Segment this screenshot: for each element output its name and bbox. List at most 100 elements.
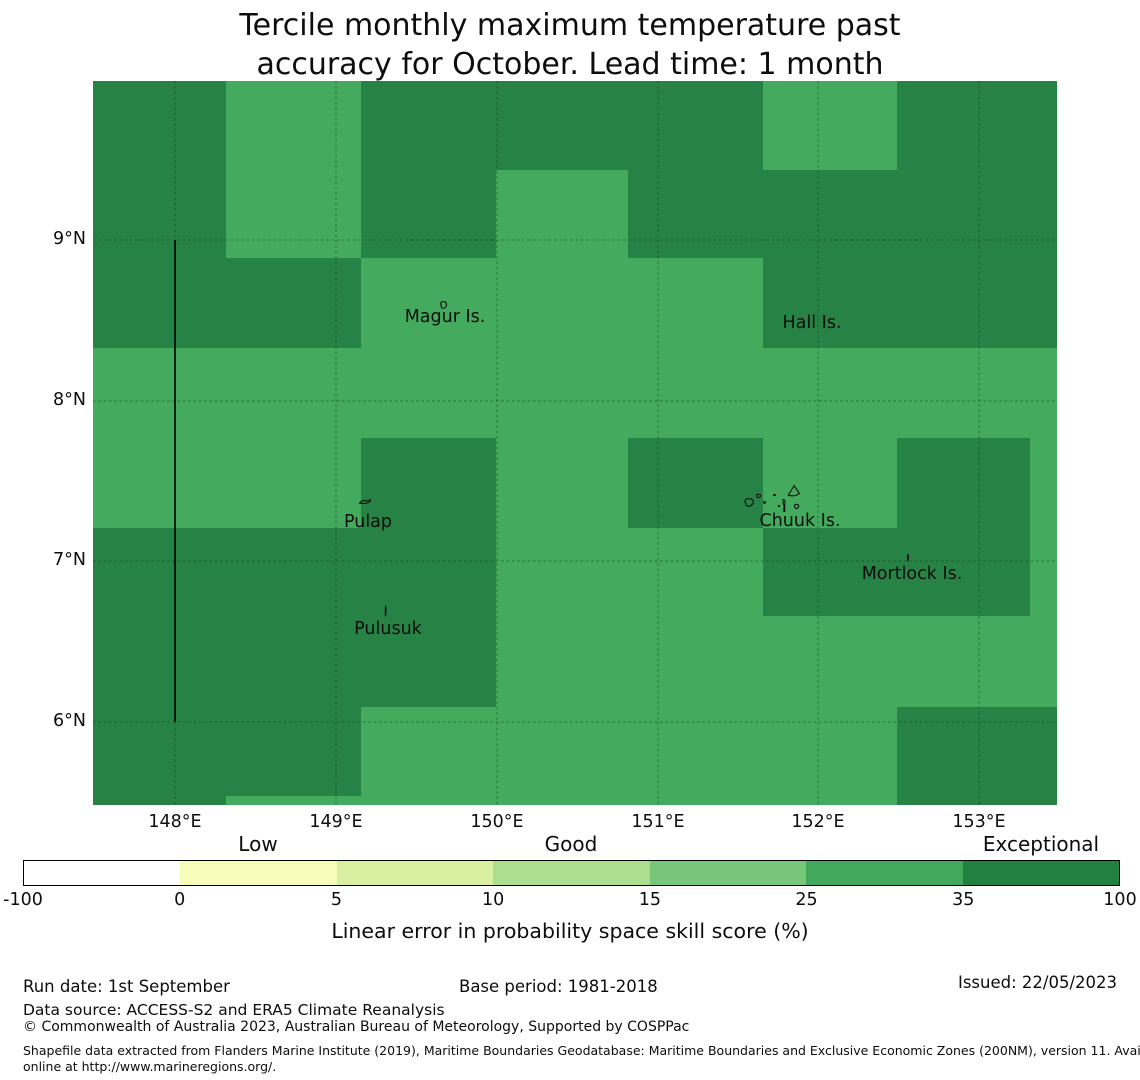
map-cell (628, 796, 763, 805)
map-cell (361, 796, 496, 805)
island-glyph (360, 500, 371, 504)
map-cell (93, 528, 226, 616)
map-cell (1030, 81, 1057, 170)
y-tick-label: 9°N (53, 229, 86, 249)
colorbar-tick-label: 25 (795, 890, 818, 910)
island-glyph (745, 499, 754, 507)
island-label: Magur Is. (404, 307, 486, 327)
map-cell (897, 796, 1030, 805)
x-tick-label: 153°E (952, 812, 1006, 832)
map-cell (496, 81, 628, 170)
map-cell (361, 170, 496, 258)
island-label: Mortlock Is. (861, 564, 963, 584)
footer-base-period: Base period: 1981-2018 (459, 977, 658, 996)
colorbar-category-label: Low (238, 832, 278, 856)
chart-title-line1: Tercile monthly maximum temperature past (239, 8, 901, 43)
island-glyph (908, 554, 909, 560)
map-cell (628, 707, 763, 796)
chart-title: Tercile monthly maximum temperature past… (0, 6, 1140, 84)
x-tick-label: 152°E (791, 812, 845, 832)
map-cell (361, 81, 496, 170)
x-tick-label: 149°E (309, 812, 363, 832)
map-cell (763, 707, 897, 796)
colorbar-caption: Linear error in probability space skill … (331, 919, 809, 943)
map-cell (763, 170, 897, 258)
x-tick-label: 150°E (470, 812, 524, 832)
map-cell (628, 616, 763, 707)
map-cell (1030, 616, 1057, 707)
map-cell (226, 170, 361, 258)
map-cell (93, 438, 226, 528)
map-cell (496, 528, 628, 616)
map-overlay-svg (93, 81, 1057, 805)
colorbar-tick-label: 100 (1103, 890, 1137, 910)
x-tick-label: 148°E (148, 812, 202, 832)
island-label: Chuuk Is. (759, 511, 841, 531)
footer-shapefile-attribution-line2: online at http://www.marineregions.org/. (23, 1059, 277, 1074)
map-cell (897, 258, 1030, 348)
map-cell (93, 81, 226, 170)
footer-run-date: Run date: 1st September (23, 977, 230, 996)
map-cell (496, 348, 628, 438)
map-cell (628, 170, 763, 258)
map-cell (226, 258, 361, 348)
map-cell (93, 796, 226, 805)
colorbar-segment (806, 861, 963, 885)
map-cell (763, 796, 897, 805)
map-cell (93, 616, 226, 707)
map-cell (361, 707, 496, 796)
island-glyph (385, 607, 386, 616)
island-label: Pulap (343, 512, 393, 532)
map-cell (361, 348, 496, 438)
colorbar-tick-label: 0 (174, 890, 186, 910)
map-cell (628, 258, 763, 348)
island-glyph (441, 302, 447, 309)
colorbar (23, 860, 1120, 886)
map-cell (1030, 348, 1057, 438)
map-cell (897, 616, 1030, 707)
y-tick-label: 6°N (53, 711, 86, 731)
colorbar-segment (962, 861, 1119, 885)
map-cell (226, 528, 361, 616)
island-glyph (764, 502, 766, 504)
map-cell (496, 438, 628, 528)
colorbar-category-label: Exceptional (982, 832, 1100, 856)
colorbar-segment (180, 861, 337, 885)
footer-issued-date: Issued: 22/05/2023 (957, 973, 1117, 992)
island-glyph (756, 494, 760, 497)
island-label: Hall Is. (782, 313, 842, 333)
map-cell (628, 438, 763, 528)
map-cell (226, 348, 361, 438)
island-label: Pulusuk (354, 619, 422, 639)
map-cell (628, 81, 763, 170)
colorbar-category-label: Good (544, 832, 598, 856)
map-cell (897, 438, 1030, 528)
map-cell (628, 348, 763, 438)
map-cell (226, 616, 361, 707)
map-plot-area: Magur Is. Hall Is. Pulap Chuuk Is. Mortlock … (93, 81, 1057, 805)
footer-data-source: Data source: ACCESS-S2 and ERA5 Climate … (23, 1001, 445, 1019)
map-cell (93, 348, 226, 438)
map-cell (897, 707, 1030, 796)
footer-shapefile-attribution-line1: Shapefile data extracted from Flanders M… (23, 1043, 1140, 1058)
colorbar-tick-label: 10 (482, 890, 505, 910)
map-cell (496, 796, 628, 805)
map-cell (1030, 258, 1057, 348)
map-cell (1030, 438, 1057, 528)
map-cell (361, 258, 496, 348)
colorbar-segment (493, 861, 650, 885)
map-cell (226, 796, 361, 805)
map-cell (226, 707, 361, 796)
x-tick-label: 151°E (631, 812, 685, 832)
map-cell (897, 528, 1030, 616)
island-glyph (788, 486, 799, 496)
colorbar-segment (24, 861, 181, 885)
island-glyph (794, 504, 798, 508)
map-cell (226, 438, 361, 528)
map-cell (897, 348, 1030, 438)
map-cell (361, 528, 496, 616)
island-glyph (774, 494, 776, 495)
colorbar-tick-label: 5 (330, 890, 342, 910)
colorbar-segment (336, 861, 494, 885)
